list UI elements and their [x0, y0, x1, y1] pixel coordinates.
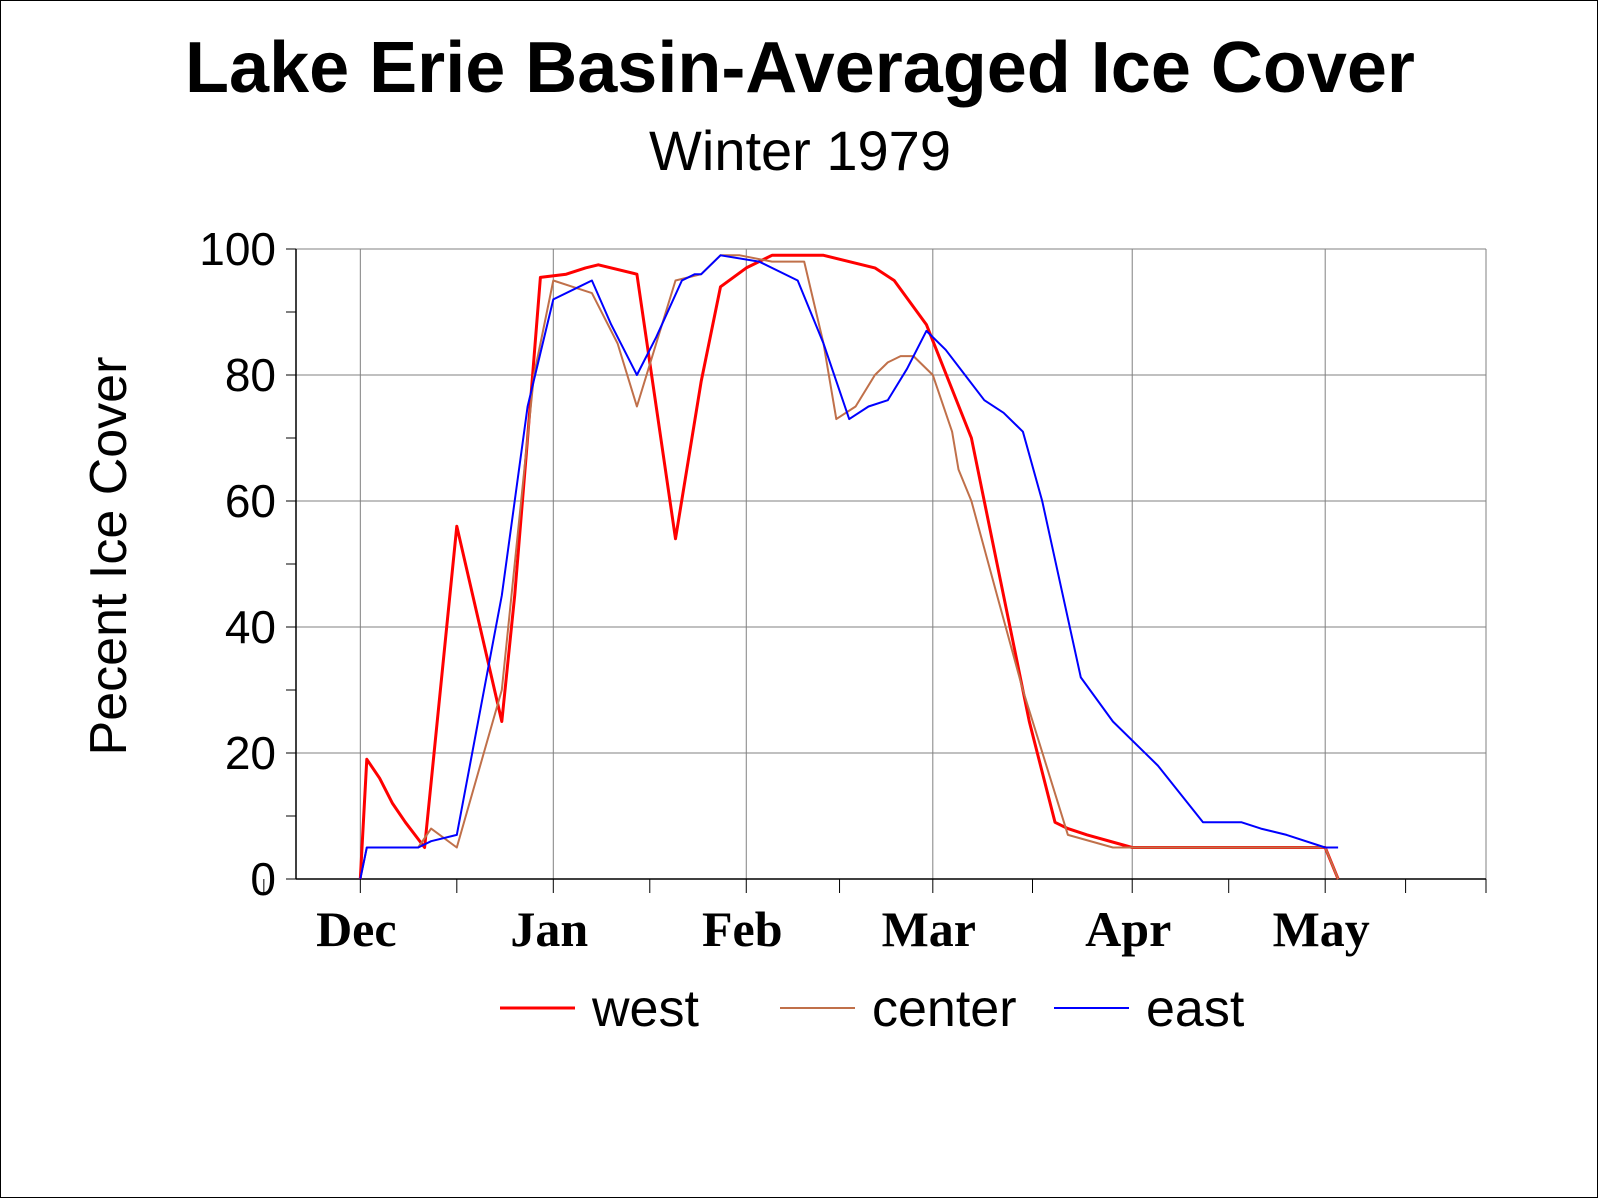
y-axis-label: Pecent Ice Cover	[80, 357, 138, 756]
x-tick-label: Jan	[510, 901, 588, 957]
y-tick-label: 60	[225, 475, 276, 527]
y-tick-label: 100	[199, 223, 276, 275]
x-tick-label: May	[1273, 901, 1370, 957]
y-tick-label: 0	[250, 853, 276, 905]
y-tick-label: 20	[225, 727, 276, 779]
legend-label-east: east	[1146, 980, 1245, 1038]
chart-subtitle: Winter 1979	[649, 119, 951, 182]
y-tick-label: 80	[225, 349, 276, 401]
legend-label-center: center	[872, 980, 1017, 1038]
series-line-west	[358, 253, 1340, 880]
y-tick-label: 40	[225, 601, 276, 653]
legend-label-west: west	[591, 980, 699, 1038]
chart-title: Lake Erie Basin-Averaged Ice Cover	[185, 28, 1415, 108]
x-tick-label: Dec	[316, 901, 397, 957]
x-tick-label: Apr	[1085, 901, 1171, 957]
x-tick-label: Feb	[702, 901, 783, 957]
series-line-center	[359, 254, 1340, 880]
axes: 0 20 40 60 80 100 Dec Jan Feb Mar Apr May	[199, 223, 1487, 957]
legend: west center east	[500, 980, 1245, 1038]
grid-lines	[296, 248, 1487, 879]
x-tick-label: Mar	[882, 901, 976, 957]
series-line-east	[359, 254, 1339, 880]
data-series	[358, 253, 1340, 880]
